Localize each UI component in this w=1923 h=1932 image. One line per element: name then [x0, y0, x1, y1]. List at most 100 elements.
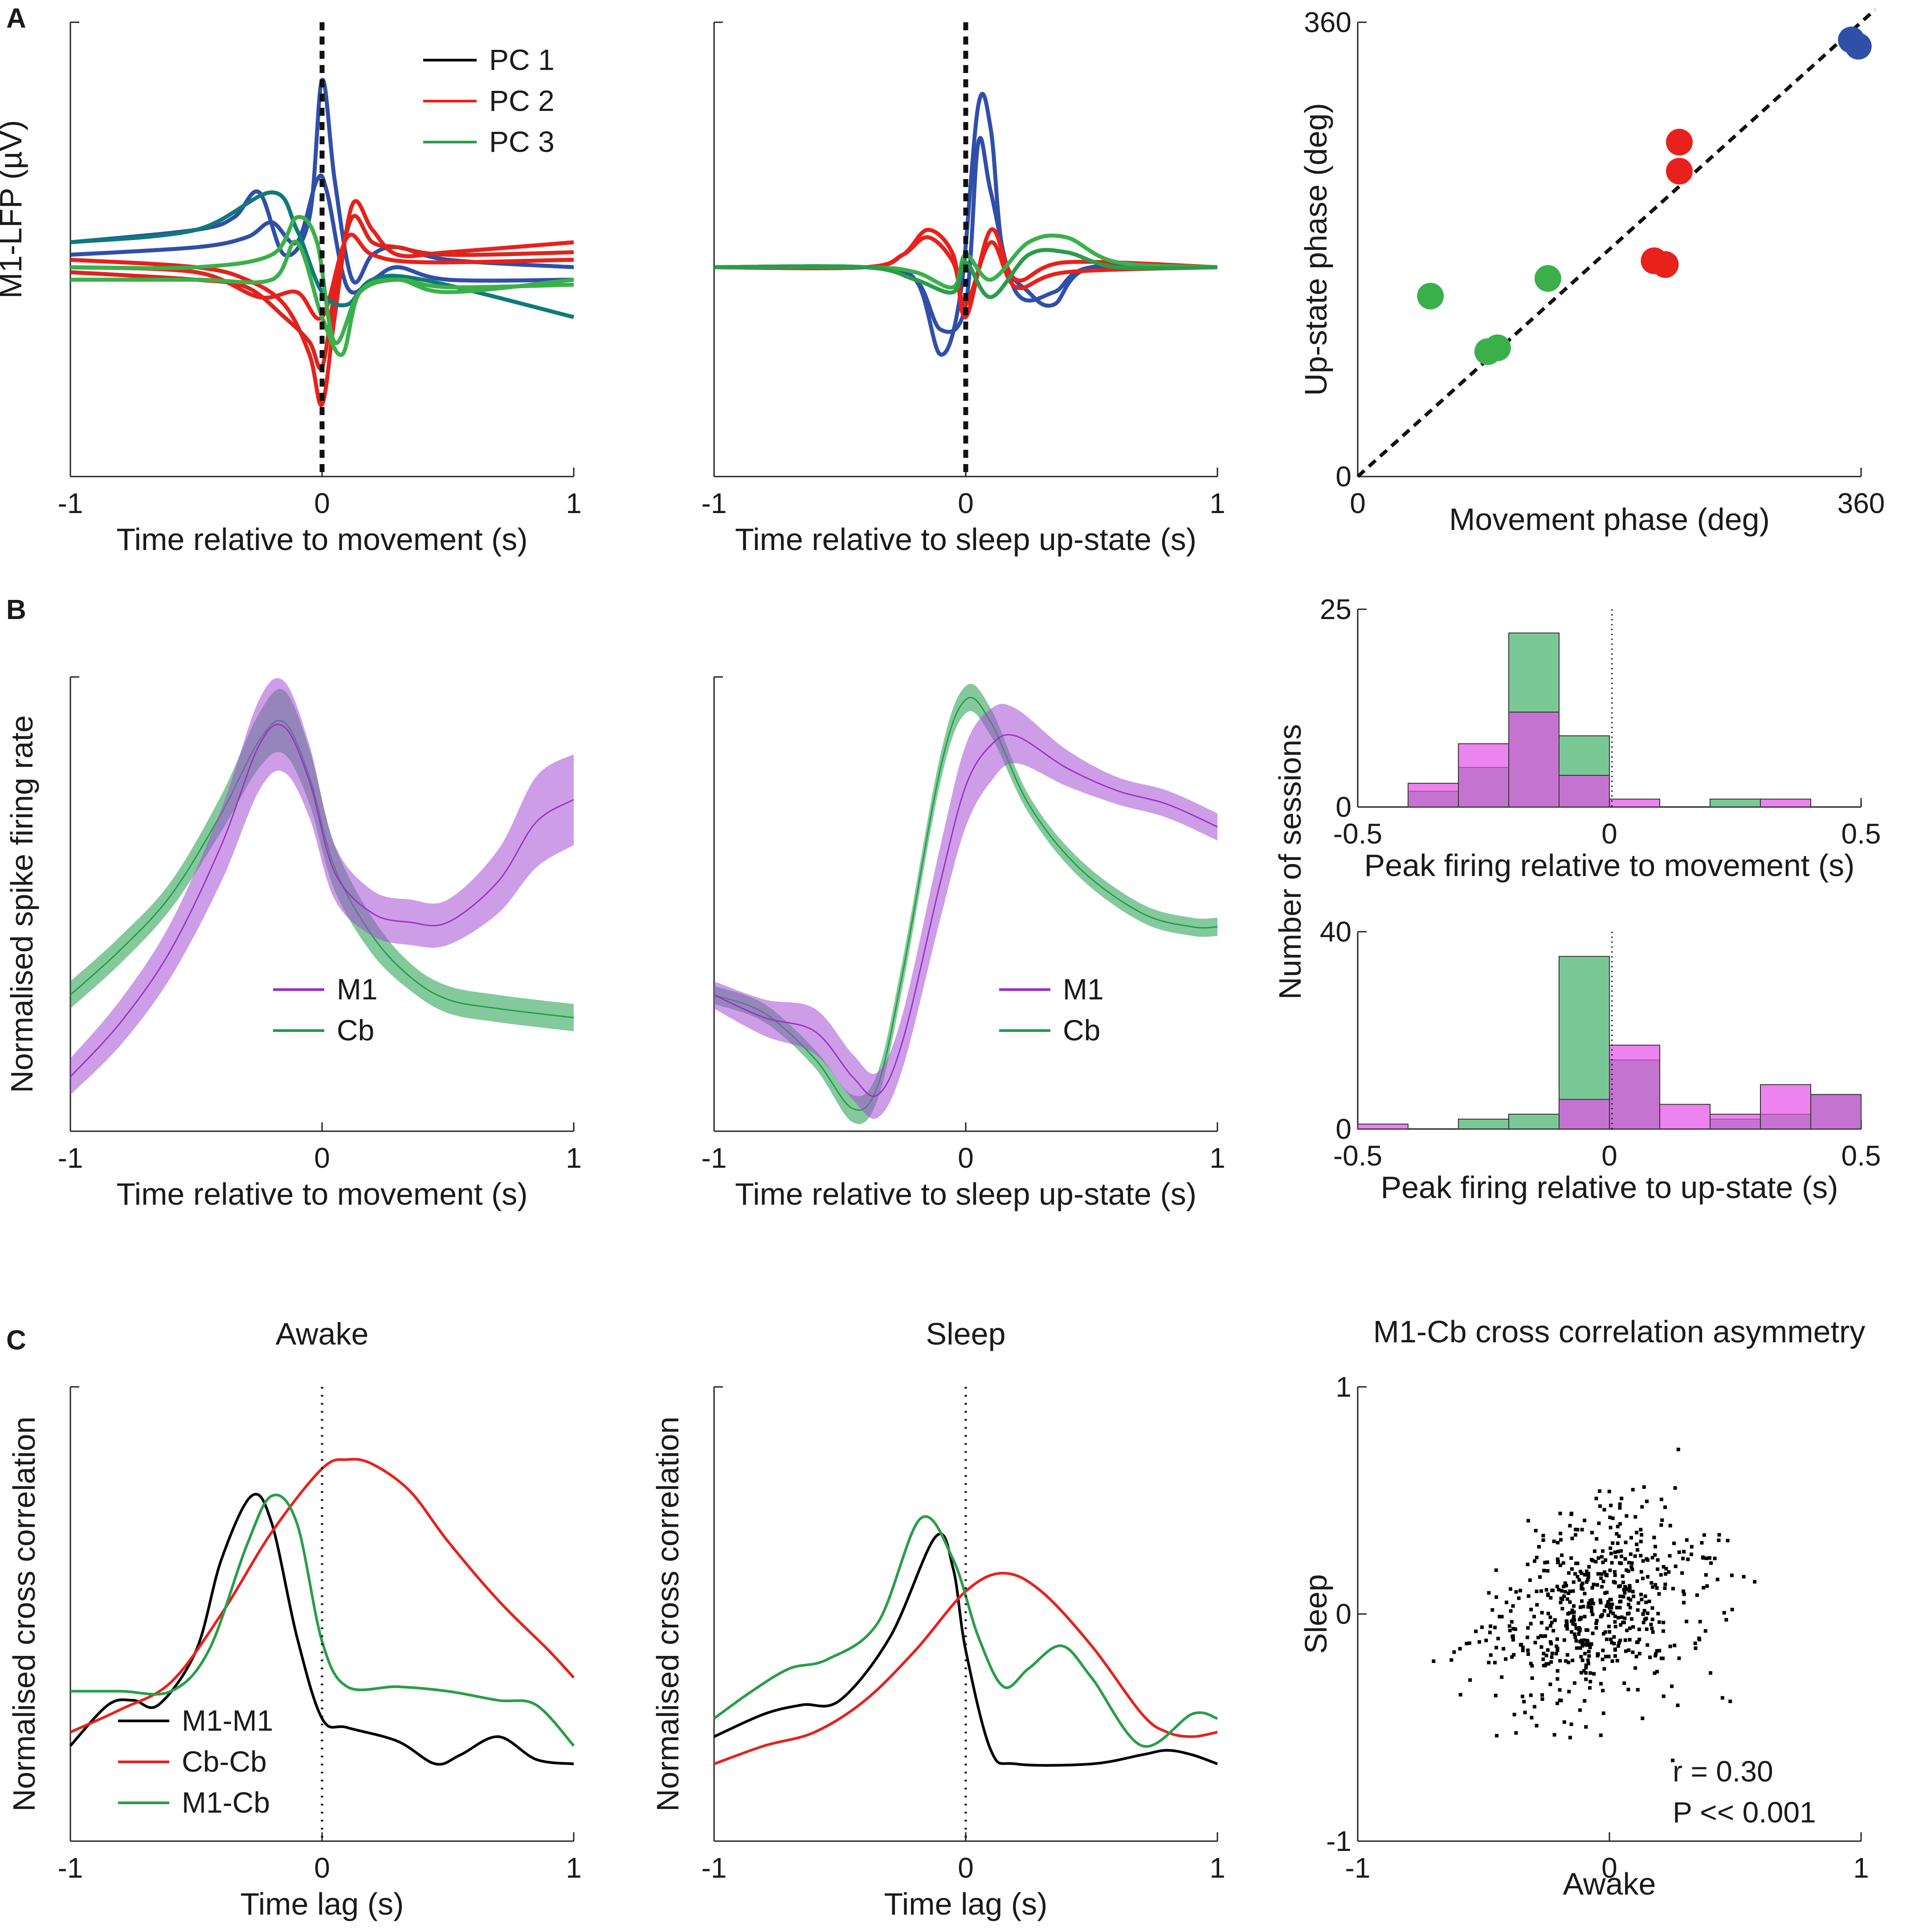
scatter-point [1698, 1638, 1702, 1642]
scatter-point [1623, 1591, 1627, 1595]
scatter-point [1623, 1557, 1627, 1561]
scatter-point [1580, 1642, 1584, 1646]
scatter-point [1542, 1651, 1546, 1655]
scatter-point [1613, 1570, 1617, 1574]
scatter-point [1589, 1642, 1593, 1646]
scatter-point [1685, 1619, 1689, 1623]
scatter-point [1558, 1512, 1562, 1516]
x-tick-label: -1 [702, 1142, 727, 1174]
scatter-point [1523, 1711, 1527, 1715]
scatter-point [1619, 1561, 1623, 1565]
scatter-point [1571, 1618, 1575, 1622]
scatter-point [1580, 1583, 1584, 1587]
y-tick-label: 25 [1320, 593, 1351, 625]
scatter-point [1478, 1640, 1482, 1644]
scatter-point [1581, 1587, 1585, 1591]
scatter-point [1613, 1647, 1617, 1651]
panel-letter-b: B [6, 595, 26, 625]
scatter-point [1650, 1626, 1654, 1630]
scatter-point [1572, 1604, 1576, 1608]
scatter-point [1645, 1627, 1649, 1631]
scatter-point [1591, 1559, 1595, 1563]
scatter-point [1570, 1630, 1574, 1634]
scatter-point [1622, 1681, 1626, 1685]
scatter-point [1650, 1618, 1654, 1622]
hist-bar-M1 [1609, 799, 1660, 807]
scatter-point [1662, 1565, 1666, 1569]
scatter-point [1604, 1655, 1608, 1659]
scatter-point [1693, 1641, 1697, 1645]
scatter-point [1578, 1605, 1582, 1609]
x-axis-label: Movement phase (deg) [1449, 502, 1770, 537]
x-tick-label: 0 [958, 1852, 974, 1884]
scatter-point [1624, 1541, 1628, 1545]
scatter-point [1673, 1643, 1677, 1647]
scatter-point [1583, 1642, 1587, 1646]
scatter-point [1674, 1564, 1678, 1568]
scatter-point [1561, 1561, 1565, 1565]
scatter-point [1546, 1569, 1550, 1573]
scatter-point [1713, 1557, 1717, 1561]
scatter-point [1529, 1662, 1533, 1666]
scatter-point [1618, 1600, 1622, 1604]
scatter-point [1487, 1661, 1491, 1665]
scatter-point [1543, 1634, 1547, 1638]
scatter-point [1641, 1612, 1645, 1616]
scatter-point [1567, 1591, 1571, 1595]
scatter-point [1569, 1722, 1573, 1726]
scatter-point [1540, 1697, 1544, 1701]
scatter-point [1546, 1593, 1550, 1597]
phase-point [1652, 251, 1679, 278]
legend-label: Cb-Cb [182, 1745, 267, 1778]
scatter-point [1500, 1675, 1504, 1679]
legend-label: M1 [1063, 973, 1104, 1006]
error-band-M1 [70, 678, 574, 1095]
scatter-point [1557, 1588, 1561, 1592]
scatter-point [1673, 1486, 1677, 1490]
scatter-point [1465, 1642, 1469, 1646]
scatter-point [1653, 1553, 1657, 1557]
scatter-point [1633, 1554, 1637, 1558]
mean-trace-Cb [714, 697, 1218, 1111]
scatter-point [1668, 1644, 1672, 1648]
scatter-point [1627, 1589, 1631, 1593]
legend: M1 Cb [273, 973, 378, 1047]
xcorr-trace-M1-M1 [69, 1492, 574, 1766]
scatter-point [1654, 1583, 1658, 1587]
phase-point [1534, 265, 1561, 292]
scatter-point [1541, 1533, 1545, 1537]
scatter-point [1640, 1533, 1644, 1537]
scatter-point [1609, 1552, 1613, 1556]
chart-title: M1-Cb cross correlation asymmetry [1373, 1314, 1866, 1349]
scatter-point [1569, 1556, 1573, 1560]
x-axis-label: Awake [1563, 1867, 1656, 1901]
scatter-point [1535, 1603, 1539, 1607]
panel-letter-a: A [6, 3, 26, 34]
x-axis-label: Peak firing relative to movement (s) [1364, 848, 1855, 883]
scatter-point [1690, 1545, 1694, 1549]
scatter-point [1617, 1534, 1621, 1538]
scatter-point [1494, 1694, 1498, 1698]
scatter-point [1514, 1627, 1518, 1631]
chart-title: Sleep [926, 1317, 1005, 1351]
scatter-point [1650, 1606, 1654, 1610]
scatter-point [1537, 1545, 1541, 1549]
x-axis-label: Time lag (s) [884, 1887, 1048, 1921]
scatter-point [1584, 1725, 1588, 1729]
scatter-point [1637, 1627, 1641, 1631]
scatter-point [1590, 1531, 1594, 1535]
scatter-point [1580, 1671, 1584, 1675]
scatter-point [1632, 1594, 1636, 1598]
scatter-point [1636, 1688, 1640, 1692]
scatter-point [1556, 1669, 1560, 1673]
scatter-point [1720, 1696, 1724, 1700]
scatter-point [1608, 1598, 1612, 1602]
x-tick-label: 0 [1601, 1852, 1617, 1884]
scatter-point [1541, 1657, 1545, 1661]
scatter-point [1458, 1693, 1462, 1697]
x-tick-label: -0.5 [1333, 818, 1382, 850]
scatter-point [1594, 1560, 1598, 1564]
scatter-point [1621, 1595, 1625, 1599]
scatter-point [1573, 1622, 1577, 1626]
